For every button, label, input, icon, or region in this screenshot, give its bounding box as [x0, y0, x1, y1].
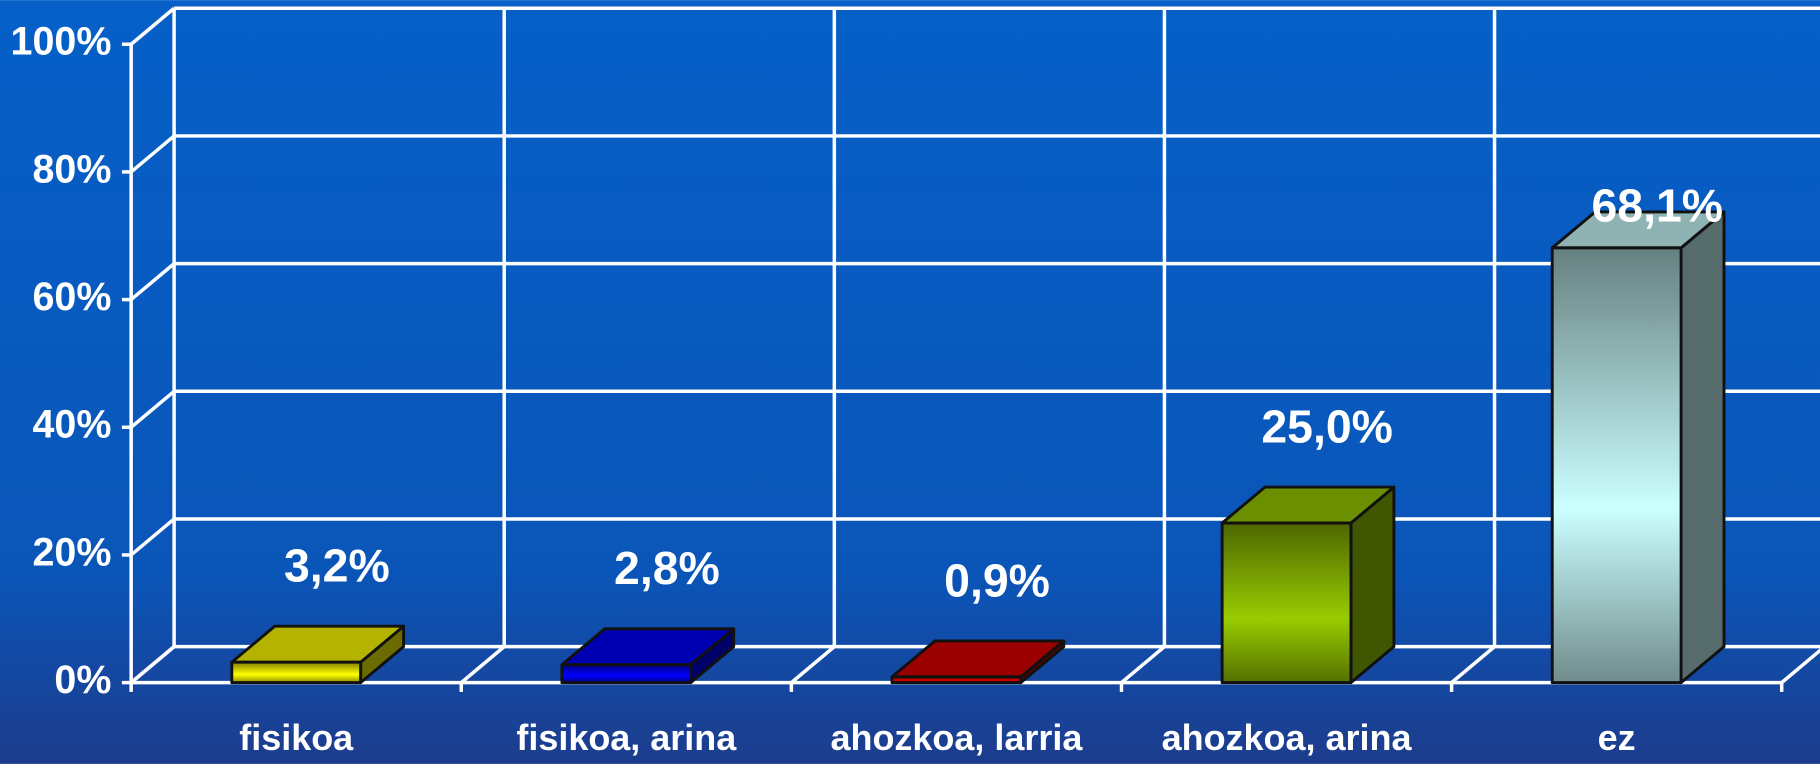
- bar: [890, 675, 1023, 685]
- value-label: 0,9%: [944, 554, 1050, 606]
- y-tick-label: 60%: [32, 275, 111, 319]
- y-tick-label: 100%: [11, 20, 112, 64]
- floor-line: [460, 645, 506, 684]
- x-tick-label: fisikoa: [239, 717, 354, 758]
- value-label: 25,0%: [1261, 400, 1393, 452]
- bar: [1220, 521, 1353, 685]
- x-tick-label: ahozkoa, larria: [830, 717, 1083, 758]
- side-grid-line: [130, 134, 176, 174]
- y-tick-label: 40%: [32, 403, 111, 447]
- y-tick-label: 0%: [54, 658, 111, 702]
- floor-line: [1450, 645, 1496, 684]
- side-grid-line: [130, 6, 176, 46]
- value-label: 2,8%: [614, 542, 720, 594]
- bar: [560, 663, 693, 685]
- x-tick-label: ez: [1598, 717, 1636, 758]
- y-tick-label: 80%: [32, 147, 111, 191]
- floor-line: [1120, 645, 1166, 684]
- x-tick-label: fisikoa, arina: [516, 717, 737, 758]
- value-label: 68,1%: [1591, 179, 1723, 231]
- bar-side: [1679, 210, 1726, 685]
- bar: [1550, 246, 1683, 685]
- floor-line: [1780, 648, 1820, 684]
- side-grid-line: [130, 517, 176, 557]
- side-grid-line: [130, 389, 176, 429]
- value-label: 3,2%: [284, 540, 390, 592]
- x-tick-label: ahozkoa, arina: [1162, 717, 1413, 758]
- y-tick-label: 20%: [32, 530, 111, 574]
- side-grid-line: [130, 262, 176, 301]
- floor-line: [790, 645, 836, 684]
- bar: [230, 660, 363, 685]
- side-grid-line: [130, 645, 176, 684]
